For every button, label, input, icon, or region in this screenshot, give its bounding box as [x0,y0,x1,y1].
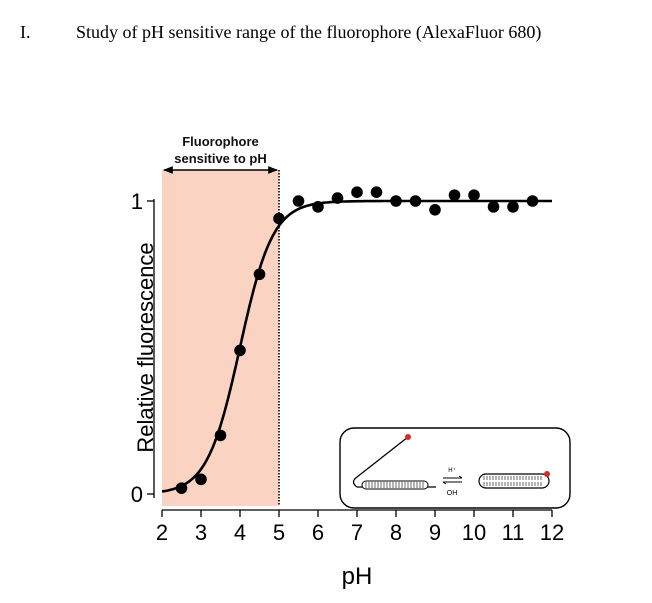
equilibrium-reverse-arrow [442,481,462,485]
x-tick-label: 9 [429,520,441,545]
data-point [390,195,402,207]
x-axis-label: pH [342,563,373,590]
equilibrium-forward-arrow [443,475,463,479]
data-point [331,192,344,204]
data-point [175,482,188,494]
data-point [526,195,539,207]
data-point [448,189,461,201]
data-point [312,201,324,213]
data-point [468,189,480,201]
data-point [234,344,246,357]
data-point [351,186,363,199]
x-tick-label: 3 [195,520,207,545]
x-tick-label: 8 [390,520,402,545]
x-tick-label: 6 [312,520,324,545]
data-point [195,473,207,486]
y-axis-label: Relative fluorescence [133,242,158,452]
section-number: I. [20,22,31,42]
dye-open [405,434,411,440]
section-title: Study of pH sensitive range of the fluor… [76,22,542,42]
data-point [507,201,519,213]
hairpin-closed [478,473,550,489]
data-point [273,212,285,225]
data-point [409,195,422,207]
x-tick-label: 11 [502,520,525,545]
axes-layer: 2 3 4 5 6 7 8 9 10 11 12 0 1 pH Relative fluorescence [131,189,564,590]
equilibrium-top-label: H⁺ [448,467,456,474]
x-tick-label: 5 [273,520,285,545]
data-point [292,195,305,207]
hairpin-open-strand [352,436,436,488]
y-tick-label: 0 [131,482,143,507]
hairpin-open-stem [361,480,429,490]
y-tick-label: 1 [131,189,143,214]
inset-diagram: H⁺ OH [339,427,571,509]
data-point [214,429,227,442]
region-label-line2: sensitive to pH [174,151,266,166]
equilibrium-bottom-label: OH [447,490,458,497]
data-point [253,268,266,281]
x-tick-label: 2 [156,520,168,545]
data-point [487,201,500,213]
x-tick-label: 7 [351,520,363,545]
data-point [370,186,383,199]
x-tick-label: 12 [540,520,564,545]
data-point [429,203,441,216]
region-label-line1: Fluorophore [182,134,259,149]
data-points-layer [175,186,539,494]
dye-closed [544,471,550,477]
sensitive-region [162,170,279,506]
x-tick-label: 4 [234,520,246,545]
x-tick-label: 10 [462,520,486,545]
fit-curve [161,199,552,493]
fit-curve-layer [161,199,552,493]
shaded-region-layer: Fluorophore sensitive to pH [162,134,280,506]
